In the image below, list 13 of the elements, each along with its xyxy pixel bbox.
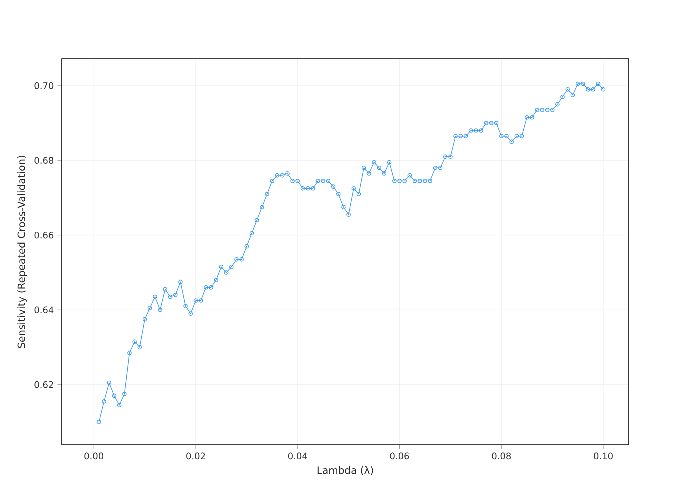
x-tick-label: 0.02 — [186, 452, 206, 460]
y-tick-label: 0.68 — [34, 157, 54, 164]
x-tick-label: 0.06 — [390, 452, 410, 460]
y-tick-label: 0.64 — [34, 306, 54, 314]
y-tick-label: 0.70 — [34, 82, 54, 90]
y-tick-label: 0.62 — [34, 381, 54, 388]
x-tick-label: 0.04 — [288, 452, 308, 460]
x-axis-title: Lambda (λ) — [318, 466, 374, 476]
x-tick-label: 0.08 — [492, 452, 512, 460]
y-tick-label: 0.66 — [34, 232, 54, 239]
x-tick-label: 0.10 — [594, 452, 613, 460]
y-axis-title: Sensitivity (Repeated Cross-Validation) — [18, 156, 28, 348]
x-tick-label: 0.00 — [84, 452, 104, 460]
